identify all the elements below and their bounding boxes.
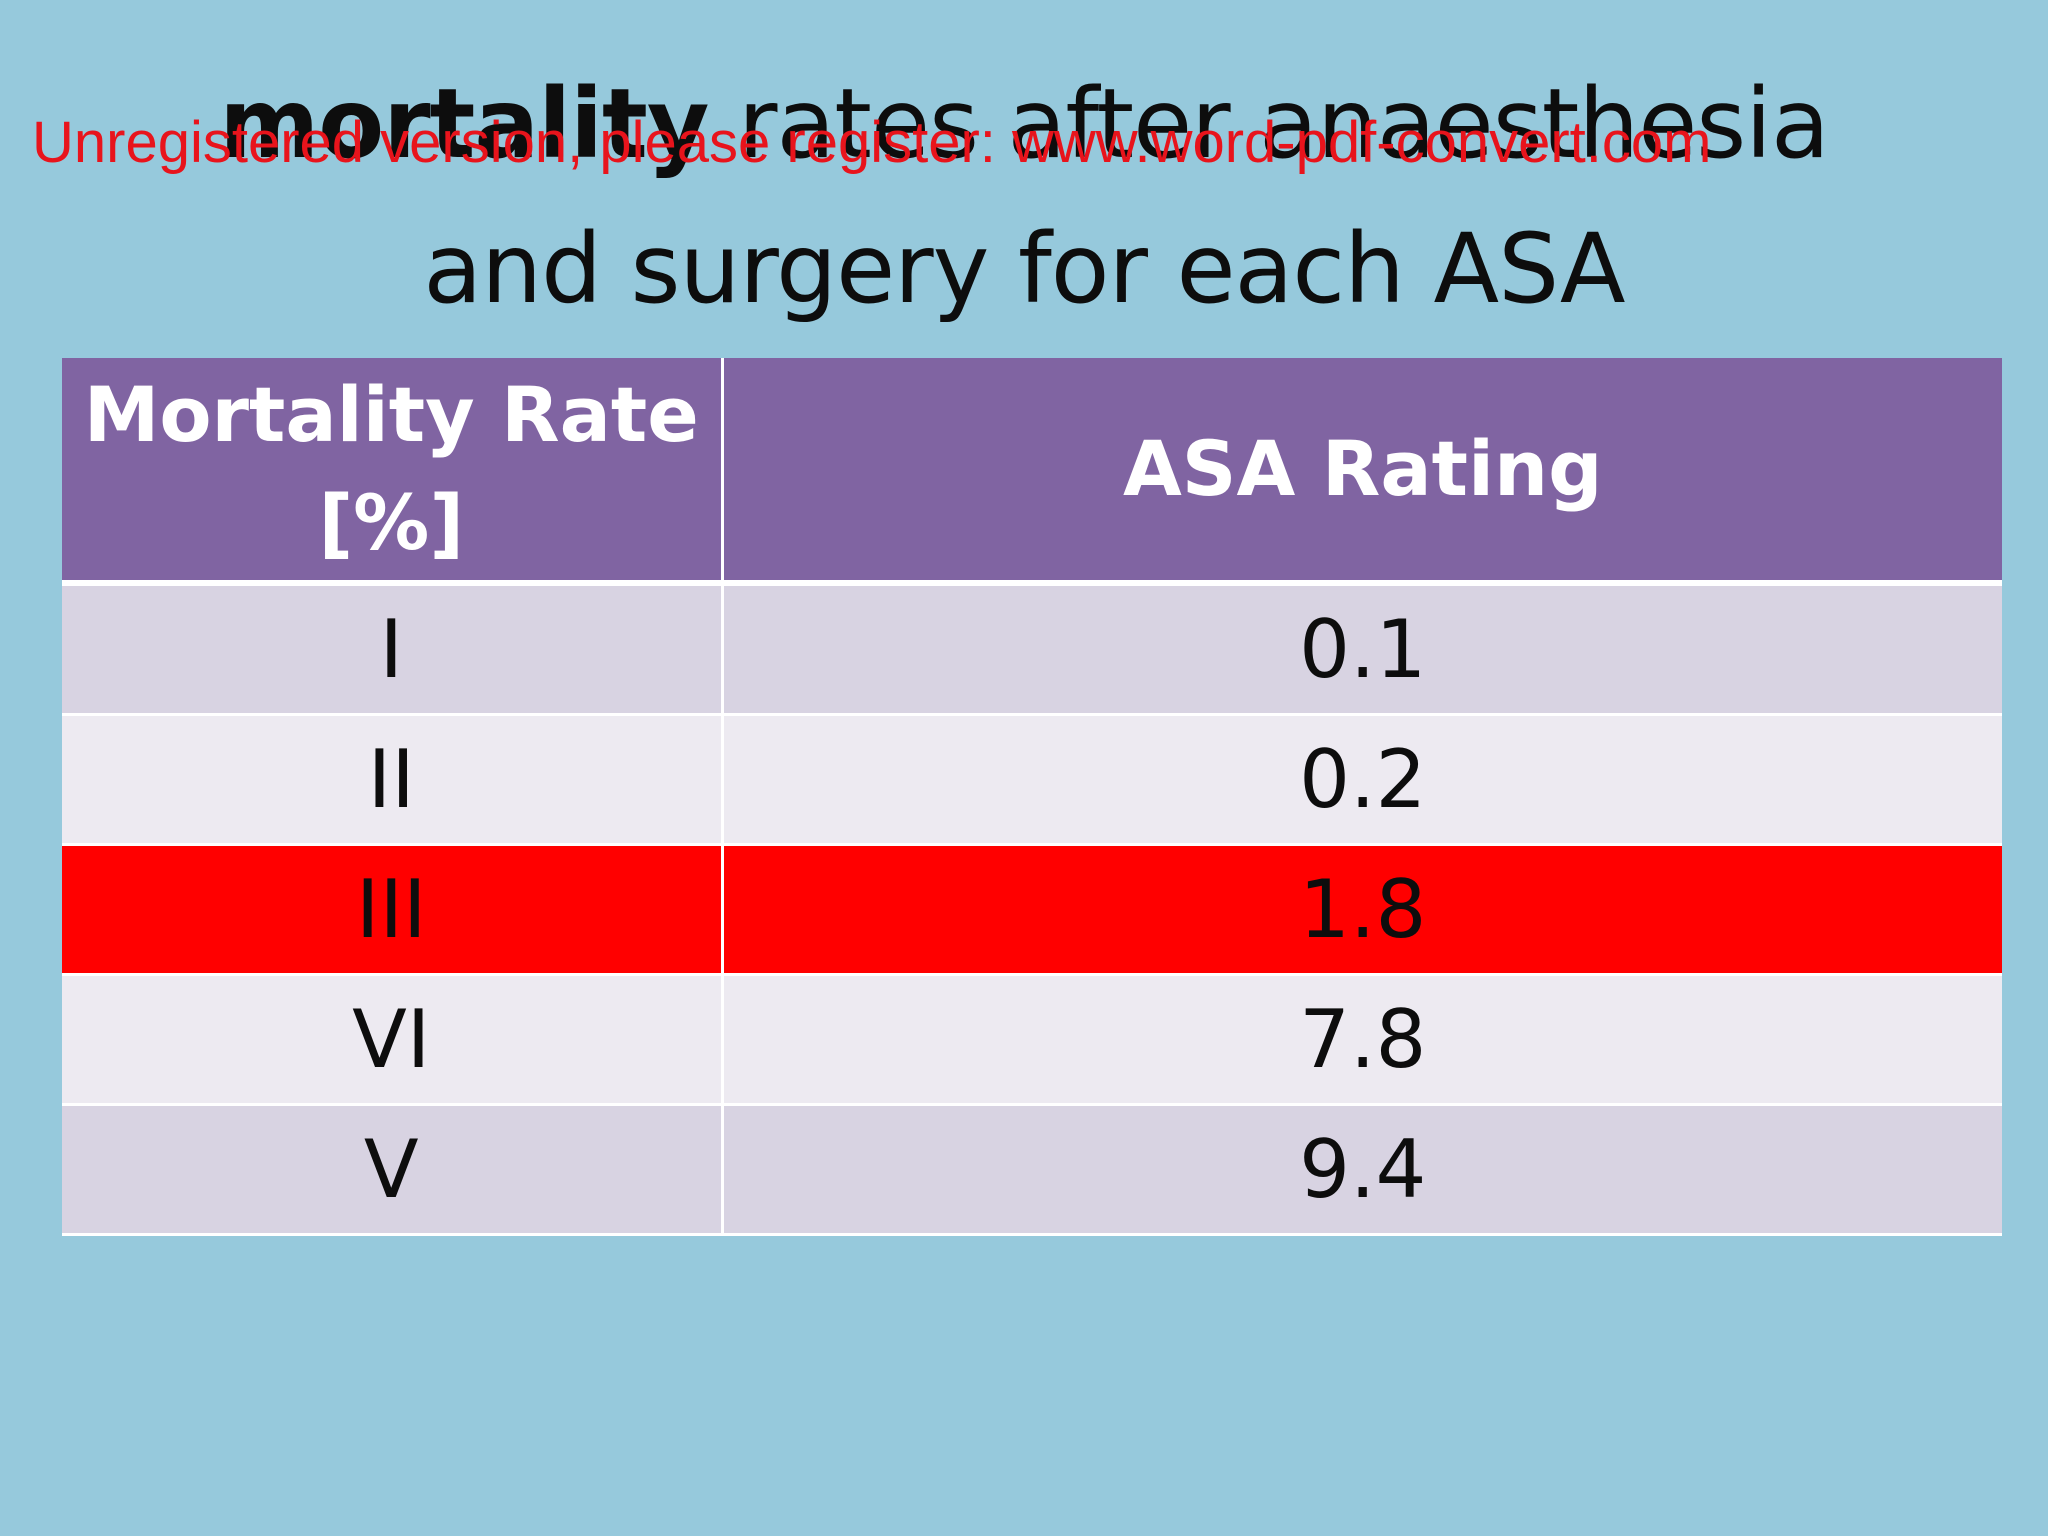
table-row-highlighted: III 1.8 — [62, 844, 2002, 976]
cell-col1: III — [62, 844, 724, 976]
mortality-table: Mortality Rate [%] ASA Rating I 0.1 II 0… — [62, 358, 2002, 1236]
table-header-row: Mortality Rate [%] ASA Rating — [62, 358, 2002, 586]
cell-col2: 9.4 — [722, 1104, 2002, 1236]
cell-col1: II — [62, 714, 724, 846]
cell-col2: 0.2 — [722, 714, 2002, 846]
title-line-2: and surgery for each ASA — [423, 213, 1625, 325]
cell-col1: I — [62, 583, 724, 716]
table-row: I 0.1 — [62, 583, 2002, 716]
slide-title: mortality rates after anaesthesia and su… — [0, 52, 2048, 342]
table-row: VI 7.8 — [62, 974, 2002, 1106]
cell-col2: 0.1 — [722, 583, 2002, 716]
title-line-1: mortality rates after anaesthesia — [0, 52, 2048, 197]
table-row: V 9.4 — [62, 1104, 2002, 1236]
title-line-1-rest: rates after anaesthesia — [708, 68, 1830, 180]
cell-col1: V — [62, 1104, 724, 1236]
header-mortality-rate: Mortality Rate [%] — [62, 358, 724, 586]
title-bold-word: mortality — [219, 68, 709, 180]
cell-col1: VI — [62, 974, 724, 1106]
table-row: II 0.2 — [62, 714, 2002, 846]
cell-col2: 7.8 — [722, 974, 2002, 1106]
watermark-text: Unregistered version, please register: w… — [32, 110, 1712, 175]
header-asa-rating: ASA Rating — [722, 358, 2002, 586]
cell-col2: 1.8 — [722, 844, 2002, 976]
